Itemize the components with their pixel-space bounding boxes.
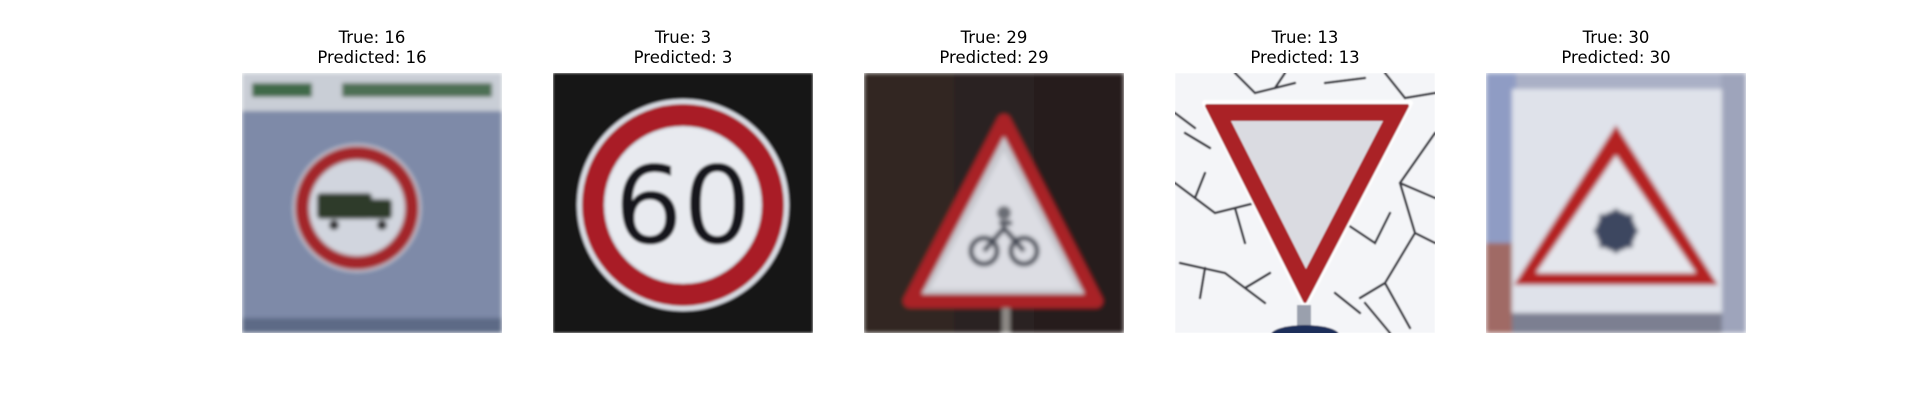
sign-image-5 [1486, 73, 1746, 333]
sign-image-4 [1175, 73, 1435, 333]
true-label: True: 13 [1271, 28, 1339, 47]
predicted-label: Predicted: 16 [317, 48, 427, 67]
bicycle-crossing-sign-icon [864, 73, 1124, 333]
sign-image-2: 60 [553, 73, 813, 333]
yield-sign-icon [1175, 73, 1435, 333]
no-trucks-sign-icon [242, 73, 502, 333]
panel-5: True: 30 Predicted: 30 [1486, 0, 1746, 400]
panel-4: True: 13 Predicted: 13 [1175, 0, 1435, 400]
predicted-label: Predicted: 3 [633, 48, 733, 67]
sign-image-1 [242, 73, 502, 333]
ice-snow-warning-sign-icon [1486, 73, 1746, 333]
true-label: True: 30 [1582, 28, 1650, 47]
predicted-label: Predicted: 29 [939, 48, 1049, 67]
sign-image-3 [864, 73, 1124, 333]
speed-limit-sign-icon: 60 [553, 73, 813, 333]
true-label: True: 3 [654, 28, 712, 47]
speed-limit-value: 60 [614, 144, 751, 269]
true-label: True: 16 [338, 28, 406, 47]
panel-2: True: 3 Predicted: 3 60 [553, 0, 813, 400]
panel-1: True: 16 Predicted: 16 [242, 0, 502, 400]
panel-3: True: 29 Predicted: 29 [864, 0, 1124, 400]
true-label: True: 29 [960, 28, 1028, 47]
predicted-label: Predicted: 13 [1250, 48, 1360, 67]
predicted-label: Predicted: 30 [1561, 48, 1671, 67]
